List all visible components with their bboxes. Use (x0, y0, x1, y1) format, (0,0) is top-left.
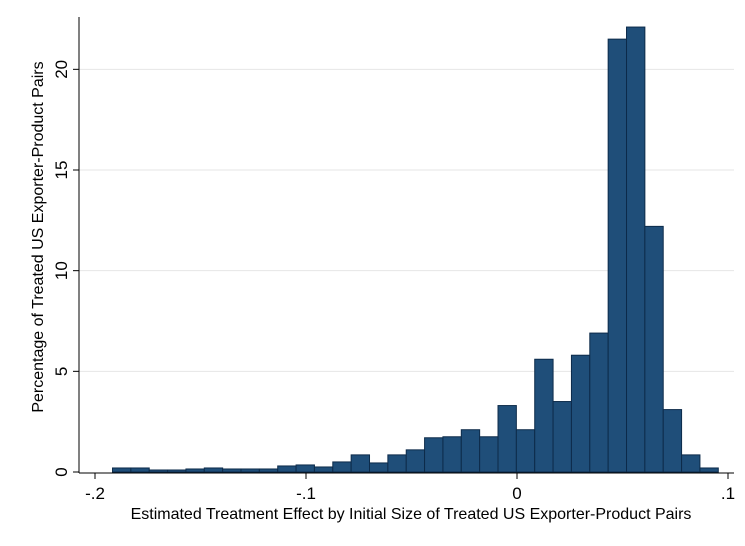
tick-labels: 0 5 10 15 20 -.2 -.1 0 .1 (52, 60, 735, 503)
histogram-bar (589, 332, 609, 473)
histogram-bar (148, 469, 169, 473)
x-tick-label: -.2 (85, 484, 105, 503)
y-tick-label: 15 (52, 161, 71, 180)
histogram-bar (130, 467, 150, 473)
bars (112, 26, 719, 473)
histogram-bar (350, 454, 371, 473)
histogram-bar (626, 26, 646, 473)
y-tick-label: 20 (52, 60, 71, 79)
histogram-bar (552, 401, 572, 473)
histogram-bar (112, 467, 132, 473)
histogram-bar (295, 464, 315, 473)
y-tick-label: 10 (52, 261, 71, 280)
histogram-bar (369, 462, 389, 473)
y-tick-label: 0 (52, 467, 71, 476)
histogram-bar (387, 454, 407, 473)
histogram-bar (699, 467, 719, 473)
histogram-bar (460, 429, 481, 473)
y-tick-label: 5 (52, 367, 71, 376)
histogram-bar (405, 449, 426, 473)
histogram-bar (497, 405, 517, 473)
x-tick-label: .1 (721, 484, 735, 503)
x-tick-label: -.1 (296, 484, 316, 503)
histogram-bar (222, 468, 242, 473)
y-axis-title: Percentage of Treated US Exporter-Produc… (30, 61, 47, 412)
histogram-bar (442, 436, 462, 473)
histogram-bar (479, 436, 499, 473)
x-axis-title: Estimated Treatment Effect by Initial Si… (131, 506, 692, 523)
histogram-bar (681, 454, 701, 473)
histogram-bar (240, 468, 260, 473)
histogram-bar (167, 469, 187, 473)
axes (78, 17, 734, 474)
x-tick-label: 0 (512, 484, 521, 503)
histogram-bar (332, 461, 352, 473)
histogram-bar (424, 437, 444, 473)
histogram-bar (515, 429, 536, 473)
histogram-bar (644, 225, 664, 473)
histogram-bar (662, 409, 683, 473)
histogram-bar (258, 468, 279, 473)
histogram-bar (277, 465, 297, 473)
histogram-bar (313, 466, 334, 473)
histogram-bar (185, 468, 205, 473)
histogram-bar (534, 358, 554, 473)
histogram-bar (203, 467, 224, 473)
histogram-bar (607, 38, 628, 473)
histogram-bar (570, 354, 591, 473)
